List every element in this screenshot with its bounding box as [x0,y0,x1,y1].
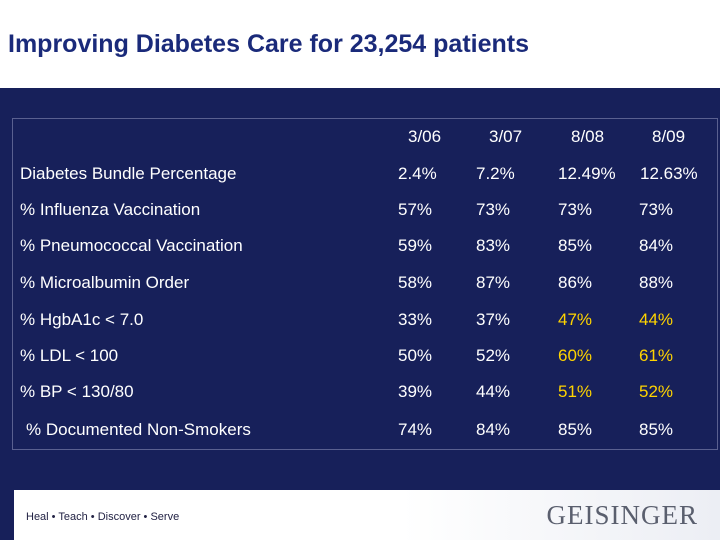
page-title: Improving Diabetes Care for 23,254 patie… [8,30,530,58]
table-cell: 47% [558,310,593,329]
geisinger-logo: GEISINGER [546,500,698,530]
column-header: 3/06 [408,127,442,146]
row-label: % Documented Non-Smokers [26,420,251,439]
row-label: % HgbA1c < 7.0 [20,310,144,329]
data-table: 3/06 3/07 8/08 8/09 [12,118,718,450]
table-cell: 52% [476,346,511,365]
footer-bar: Heal • Teach • Discover • Serve GEISINGE… [14,490,720,540]
row-label: % BP < 130/80 [20,382,134,401]
table-cell: 88% [639,273,674,292]
table-cell: 73% [639,200,674,219]
table-cell: 84% [476,420,511,439]
table-cell: 50% [398,346,433,365]
column-header: 8/08 [571,127,605,146]
table-cell: 58% [398,273,433,292]
row-label: Diabetes Bundle Percentage [20,164,237,183]
table-cell: 61% [639,346,674,365]
table-cell: 85% [639,420,674,439]
table-cell: 37% [476,310,511,329]
table-cell: 73% [558,200,593,219]
title-bar: Improving Diabetes Care for 23,254 patie… [0,0,720,88]
table-cell: 12.49% [558,164,616,183]
column-header: 3/07 [489,127,523,146]
column-header: 8/09 [652,127,686,146]
row-label: % Pneumococcal Vaccination [20,236,243,255]
table-cell: 2.4% [398,164,437,183]
table-cell: 84% [639,236,674,255]
table-cell: 52% [639,382,674,401]
table-cell: 85% [558,236,593,255]
table-header-row: 3/06 3/07 8/08 8/09 [13,119,719,155]
table-cell: 44% [639,310,674,329]
table-cell: 33% [398,310,433,329]
table-cell: 7.2% [476,164,515,183]
row-label: % LDL < 100 [20,346,119,365]
table-cell: 74% [398,420,433,439]
table-cell: 87% [476,273,511,292]
table-cell: 51% [558,382,593,401]
table-cell: 85% [558,420,593,439]
table-cell: 86% [558,273,593,292]
table-cell: 60% [558,346,593,365]
table-cell: 44% [476,382,511,401]
table-cell: 57% [398,200,433,219]
table-cell: 39% [398,382,433,401]
tagline: Heal • Teach • Discover • Serve [26,511,180,523]
table-cell: 83% [476,236,511,255]
row-label: % Microalbumin Order [20,273,190,292]
row-label: % Influenza Vaccination [20,200,201,219]
table-cell: 73% [476,200,511,219]
table-cell: 12.63% [640,164,698,183]
table-cell: 59% [398,236,433,255]
